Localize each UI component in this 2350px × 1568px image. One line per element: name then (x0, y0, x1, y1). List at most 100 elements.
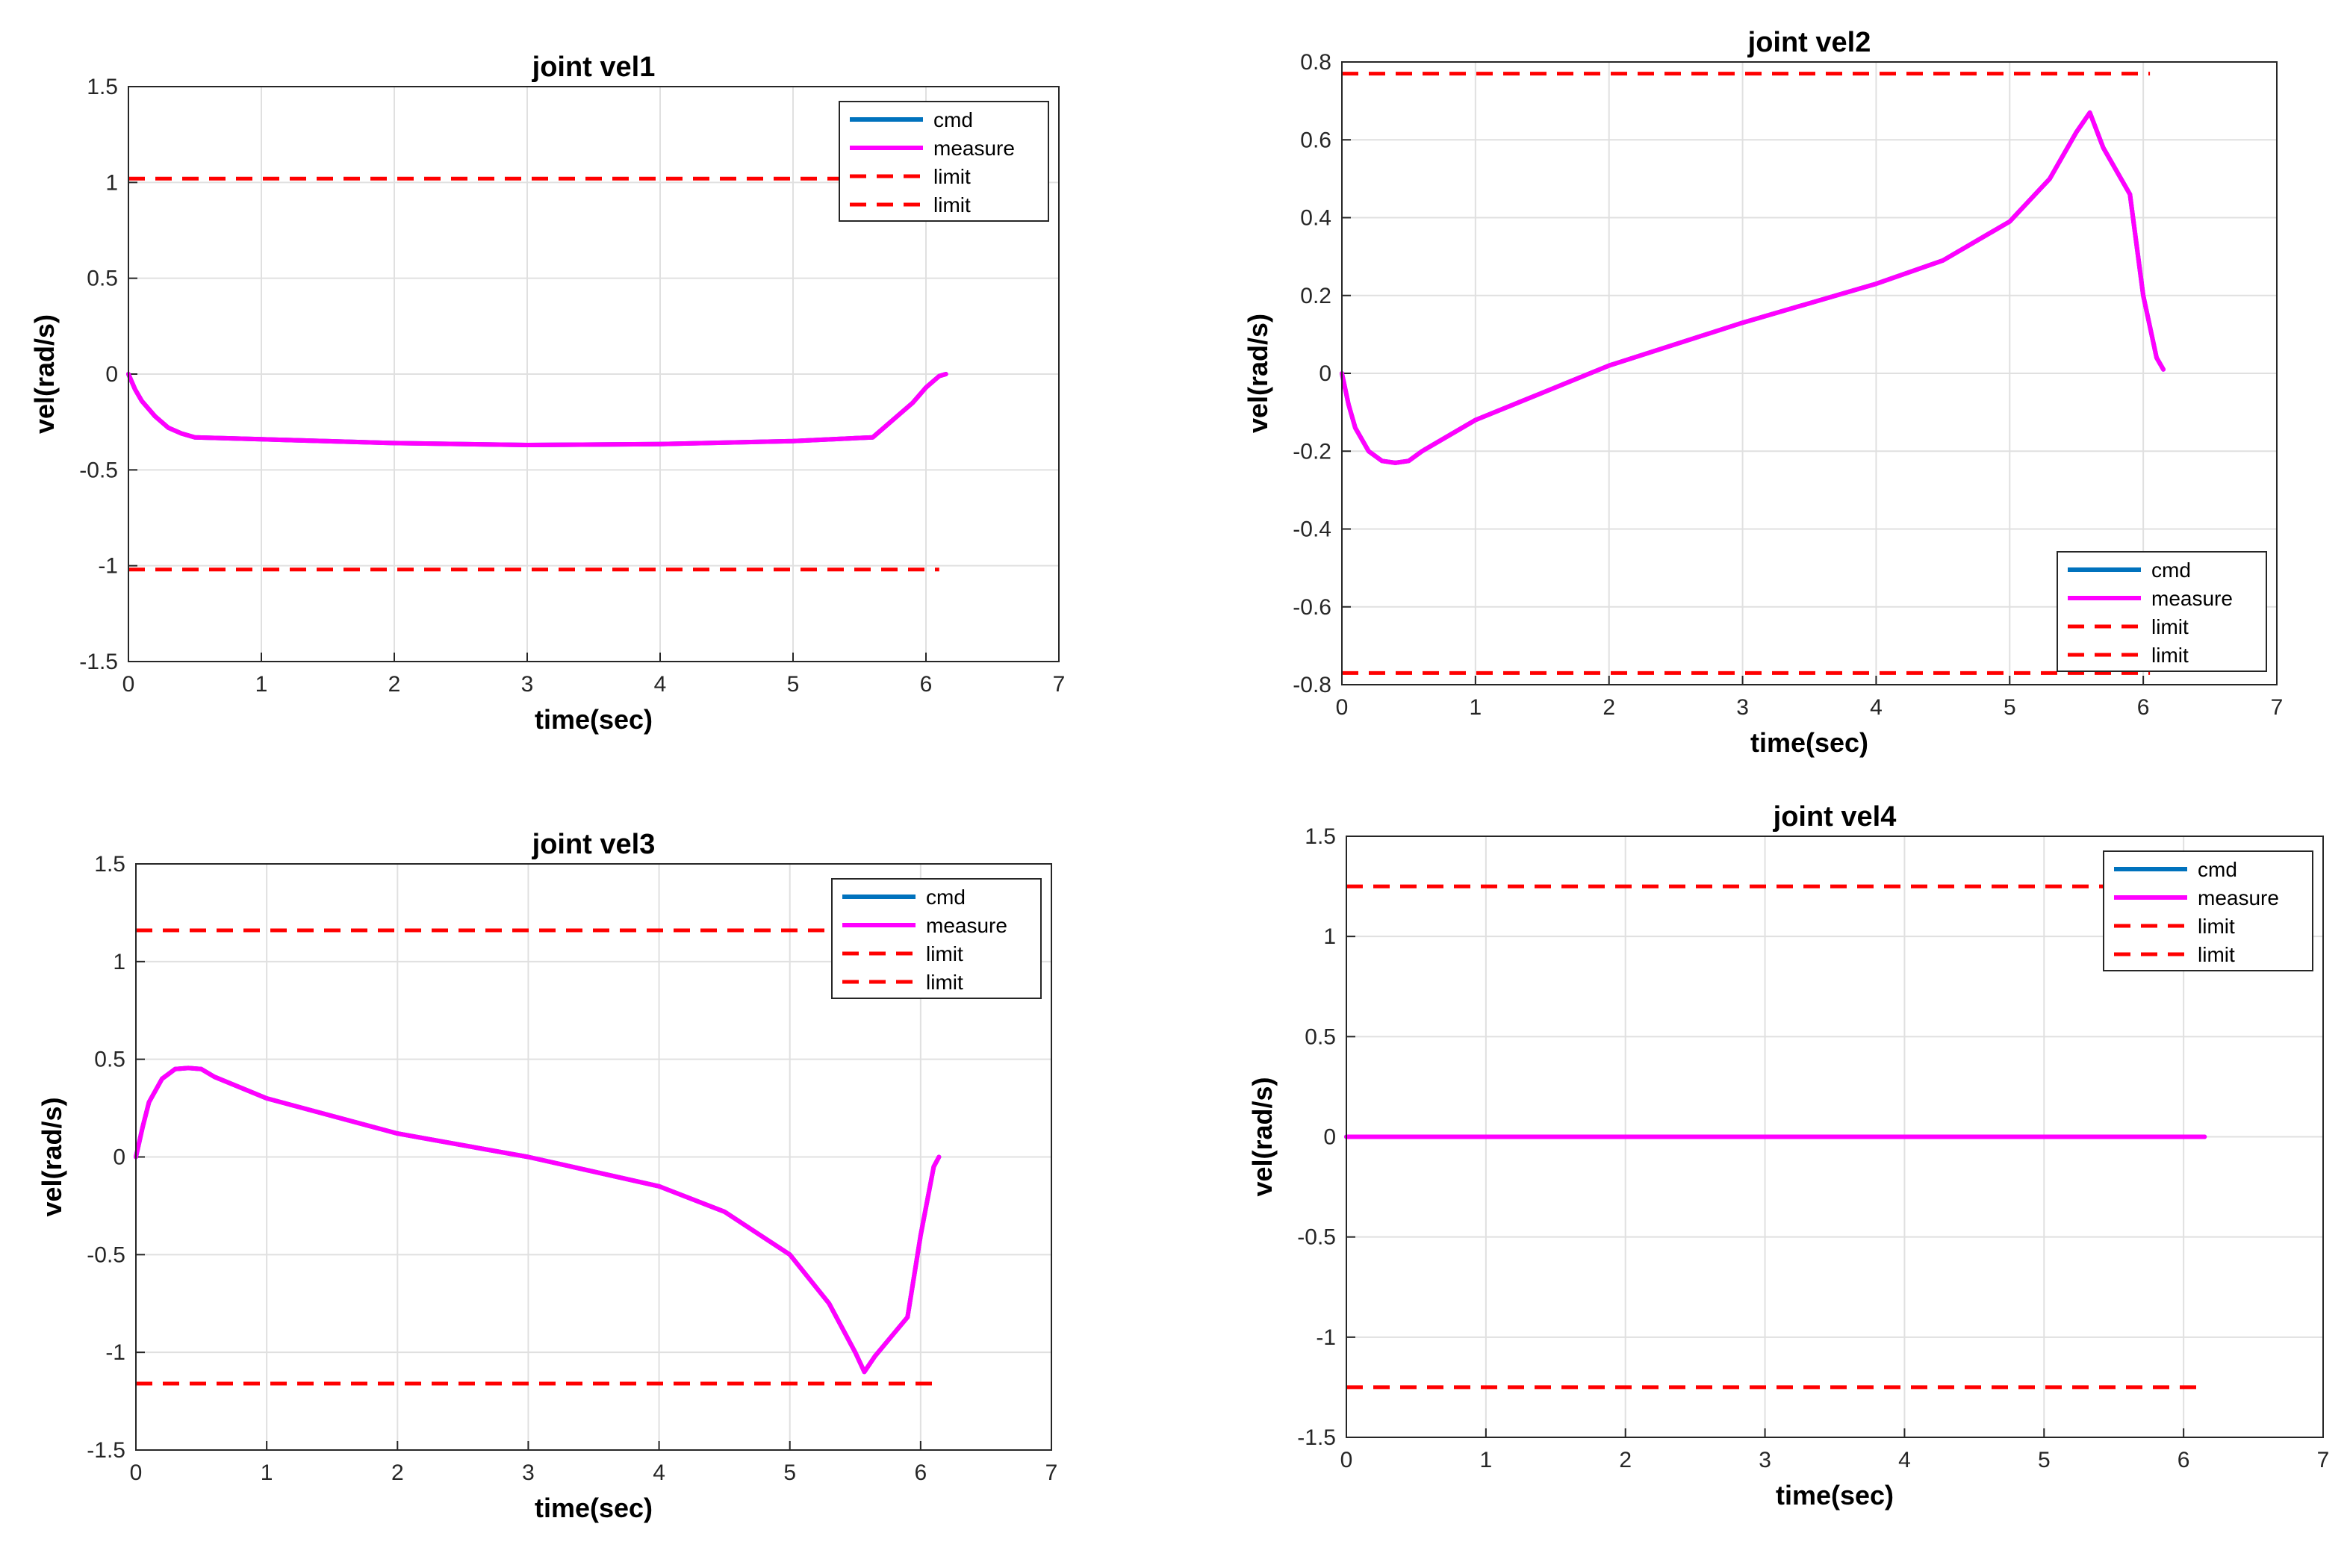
x-tick-label: 3 (522, 1460, 535, 1485)
y-tick-label: 1 (1323, 924, 1336, 949)
x-tick-label: 6 (2137, 695, 2150, 720)
y-tick-label: -0.2 (1293, 439, 1331, 464)
y-axis-label: vel(rad/s) (1247, 1077, 1278, 1196)
y-tick-label: 1 (113, 950, 125, 974)
y-axis-label: vel(rad/s) (29, 314, 60, 434)
legend-label-measure: measure (926, 914, 1007, 937)
series-measure-line (134, 1065, 942, 1375)
x-tick-label: 3 (521, 672, 534, 697)
y-tick-label: 0.8 (1300, 50, 1331, 75)
x-tick-label: 1 (261, 1460, 273, 1485)
y-tick-label: 1.5 (1305, 824, 1336, 849)
x-tick-label: 7 (2271, 695, 2284, 720)
axes-box (128, 86, 1060, 662)
x-tick-label: 0 (122, 672, 135, 697)
y-tick-label: 0.5 (1305, 1024, 1336, 1049)
y-tick-label: 1 (105, 170, 118, 195)
x-tick-label: 2 (391, 1460, 404, 1485)
chart-title: joint vel4 (1773, 801, 1897, 833)
chart-title: joint vel2 (1747, 27, 1871, 58)
chart-svg: 0 1 2 3 4 5 6 7 1.5 1 0.5 0 -0.5 -1 -1.5 joint vel3 time… (37, 829, 1058, 1523)
x-tick-label: 3 (1759, 1448, 1771, 1472)
x-axis-label: time(sec) (1750, 727, 1868, 758)
legend-label-measure: measure (933, 137, 1015, 160)
y-tick-label: -1.5 (87, 1438, 125, 1463)
legend-label-cmd: cmd (926, 886, 966, 909)
y-tick-label: -0.4 (1293, 517, 1331, 542)
chart-joint-vel3: 0 1 2 3 4 5 6 7 1.5 1 0.5 0 -0.5 -1 -1.5 joint vel3 time… (0, 782, 1175, 1564)
y-axis-label: vel(rad/s) (37, 1097, 67, 1216)
x-tick-label: 4 (654, 672, 667, 697)
x-tick-label: 5 (787, 672, 800, 697)
x-axis-label: time(sec) (535, 1493, 653, 1523)
chart-title: joint vel1 (532, 52, 656, 83)
chart-joint-vel4: 0 1 2 3 4 5 6 7 1.5 1 0.5 0 -0.5 -1 -1.5 joint vel4 time… (1175, 782, 2350, 1564)
axes-box (135, 863, 1052, 1451)
y-tick-label: -0.8 (1293, 673, 1331, 697)
chart-joint-vel2: 0 1 2 3 4 5 6 7 0.8 0.6 0.4 0.2 0 -0.2 -0.4 -0.6 -0.8 joi… (1175, 0, 2350, 782)
y-tick-label: 0.5 (94, 1048, 125, 1072)
x-axis-label: time(sec) (1776, 1480, 1894, 1511)
y-tick-label: -0.5 (79, 458, 118, 482)
y-tick-label: 0.4 (1300, 206, 1331, 231)
x-tick-label: 2 (1603, 695, 1615, 720)
legend-label-measure: measure (2151, 587, 2233, 610)
axes-box (1341, 61, 2278, 685)
chart-svg: 0 1 2 3 4 5 6 7 1.5 1 0.5 0 -0.5 -1 -1.5 joint vel1 time… (29, 52, 1066, 735)
y-tick-label: -0.5 (87, 1242, 125, 1267)
legend-label-cmd: cmd (2198, 858, 2237, 881)
y-tick-label: 0 (1323, 1125, 1336, 1150)
legend-label-limit: limit (2151, 615, 2189, 638)
y-tick-label: 1.5 (94, 852, 125, 877)
chart-svg: 0 1 2 3 4 5 6 7 1.5 1 0.5 0 -0.5 -1 -1.5 joint vel4 time… (1247, 801, 2330, 1511)
y-tick-label: 1.5 (87, 75, 118, 99)
x-tick-label: 1 (1470, 695, 1482, 720)
x-tick-label: 5 (783, 1460, 796, 1485)
legend-label-limit: limit (926, 942, 963, 965)
chart-svg: 0 1 2 3 4 5 6 7 0.8 0.6 0.4 0.2 0 -0.2 -0.4 -0.6 -0.8 joi… (1243, 27, 2284, 758)
x-tick-label: 5 (2004, 695, 2016, 720)
x-tick-label: 7 (2317, 1448, 2330, 1472)
legend-label-limit: limit (2198, 943, 2235, 966)
y-tick-label: -0.6 (1293, 595, 1331, 620)
x-tick-label: 3 (1736, 695, 1749, 720)
legend-label-measure: measure (2198, 886, 2279, 909)
y-tick-label: -1 (98, 554, 118, 579)
y-tick-label: 0 (105, 362, 118, 387)
series-measure-line (1340, 110, 2166, 465)
legend-label-cmd: cmd (2151, 559, 2191, 582)
y-axis-label: vel(rad/s) (1243, 314, 1273, 433)
x-tick-label: 6 (920, 672, 933, 697)
x-tick-label: 0 (1340, 1448, 1353, 1472)
y-tick-label: -1.5 (79, 650, 118, 674)
y-tick-label: -0.5 (1297, 1225, 1336, 1250)
legend-label-limit: limit (2198, 915, 2235, 938)
x-axis-label: time(sec) (535, 704, 653, 735)
x-tick-label: 4 (1898, 1448, 1911, 1472)
chart-joint-vel1: 0 1 2 3 4 5 6 7 1.5 1 0.5 0 -0.5 -1 -1.5 joint vel1 time… (0, 0, 1175, 782)
x-tick-label: 4 (1870, 695, 1883, 720)
x-tick-label: 1 (1480, 1448, 1493, 1472)
x-tick-label: 7 (1053, 672, 1066, 697)
legend-label-cmd: cmd (933, 108, 973, 131)
legend-label-limit: limit (926, 971, 963, 994)
y-tick-label: 0.5 (87, 267, 118, 291)
x-tick-label: 2 (388, 672, 401, 697)
legend-label-limit: limit (933, 193, 971, 217)
x-tick-label: 6 (2178, 1448, 2190, 1472)
y-tick-label: -1.5 (1297, 1425, 1336, 1450)
chart-title: joint vel3 (532, 829, 656, 860)
series-measure-line (126, 372, 948, 447)
x-tick-label: 7 (1045, 1460, 1058, 1485)
x-tick-label: 4 (653, 1460, 665, 1485)
axes-box (1346, 836, 2324, 1438)
legend-label-limit: limit (933, 165, 971, 188)
y-tick-label: 0 (1319, 361, 1331, 386)
x-tick-label: 5 (2038, 1448, 2051, 1472)
y-tick-label: 0.6 (1300, 128, 1331, 152)
legend-label-limit: limit (2151, 644, 2189, 667)
x-tick-label: 0 (130, 1460, 143, 1485)
x-tick-label: 6 (915, 1460, 927, 1485)
y-tick-label: 0.2 (1300, 284, 1331, 308)
y-tick-label: -1 (1316, 1325, 1336, 1350)
